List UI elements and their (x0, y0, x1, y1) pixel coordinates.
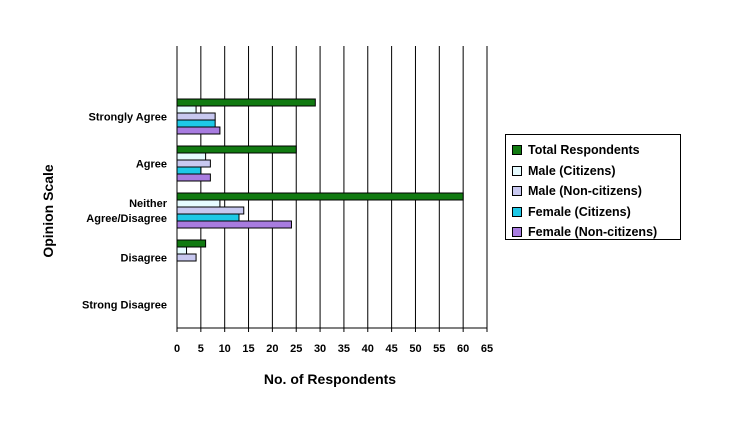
legend-item: Total Respondents (512, 140, 680, 161)
bar (176, 192, 464, 201)
legend-swatch (512, 165, 522, 176)
x-tick-label: 25 (290, 343, 302, 355)
bar (176, 173, 211, 182)
bar (176, 239, 207, 248)
legend-label: Female (Non-citizens) (528, 225, 658, 240)
chart-legend: Total Respondents Male (Citizens) Male (No… (505, 134, 681, 240)
legend-item: Male (Citizens) (512, 161, 680, 182)
bar (176, 159, 211, 168)
y-category-label: Agree/Disagree (86, 213, 167, 225)
grid-lines (176, 46, 488, 329)
x-tick-label: 30 (314, 343, 326, 355)
y-axis-title: Opinion Scale (40, 164, 56, 258)
x-tick-label: 55 (433, 343, 445, 355)
x-tick-labels: 0 5 10 15 20 25 30 35 40 45 50 55 60 65 (174, 328, 493, 355)
x-tick-label: 65 (481, 343, 493, 355)
x-tick-label: 10 (219, 343, 231, 355)
legend-label: Male (Citizens) (528, 163, 616, 178)
x-tick-label: 15 (242, 343, 254, 355)
x-tick-label: 0 (174, 343, 180, 355)
bar (176, 199, 221, 208)
x-tick-label: 50 (409, 343, 421, 355)
bar (176, 206, 245, 215)
y-category-label: Disagree (121, 253, 167, 265)
y-category-labels: Strongly Agree Agree Neither Agree/Disagree… (82, 112, 168, 312)
bar (176, 145, 297, 154)
legend-swatch (512, 145, 522, 156)
x-tick-label: 5 (198, 343, 204, 355)
legend-swatch (512, 206, 522, 217)
y-category-label: Strong Disagree (82, 300, 167, 312)
bar (176, 152, 207, 161)
x-tick-label: 20 (266, 343, 278, 355)
y-category-label: Agree (136, 159, 167, 171)
x-tick-label: 60 (457, 343, 469, 355)
bar (176, 105, 197, 114)
bar (176, 112, 216, 121)
bar (176, 98, 316, 107)
x-axis-title: No. of Respondents (264, 371, 396, 387)
legend-item: Female (Citizens) (512, 202, 680, 223)
bar (176, 213, 240, 222)
legend-item: Female (Non-citizens) (512, 222, 680, 243)
bar (176, 166, 202, 175)
bar (176, 253, 197, 262)
x-tick-label: 45 (385, 343, 397, 355)
legend-label: Total Respondents (528, 143, 640, 158)
x-tick-label: 40 (362, 343, 374, 355)
y-category-label: Strongly Agree (89, 112, 167, 124)
y-category-label: Neither (129, 198, 168, 210)
bar (176, 220, 292, 229)
bars (176, 98, 464, 262)
x-tick-label: 35 (338, 343, 350, 355)
bar (176, 246, 188, 255)
legend-swatch (512, 227, 522, 238)
legend-item: Male (Non-citizens) (512, 181, 680, 202)
bar (176, 119, 216, 128)
legend-swatch (512, 186, 522, 197)
legend-label: Male (Non-citizens) (528, 184, 642, 199)
legend-label: Female (Citizens) (528, 204, 631, 219)
bar (176, 126, 221, 135)
